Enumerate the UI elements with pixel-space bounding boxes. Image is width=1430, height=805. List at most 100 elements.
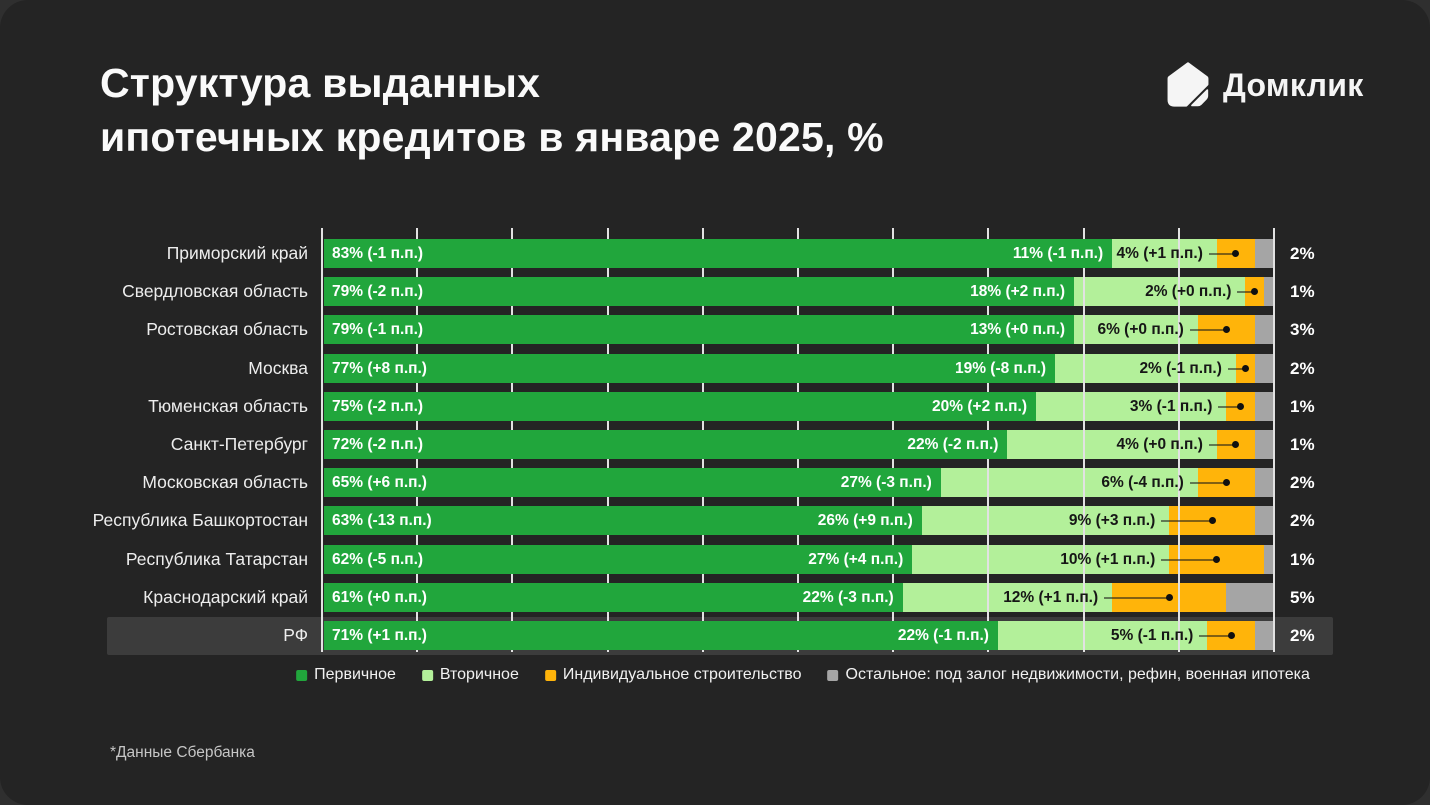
other-share-label: 1% [1290,550,1315,569]
bar-segment-other [1254,468,1274,497]
bar-segment-secondary [902,583,1113,612]
chart-row: Республика Башкортостан 63% (-13 п.п.) 26%… [93,506,1315,535]
bar-segment-secondary [912,545,1170,574]
bar-segment-secondary [940,468,1198,497]
segment-value-label: 4% (+0 п.п.) [1116,436,1203,453]
segment-value-label: 83% (-1 п.п.) [332,245,424,262]
segment-value-label: 27% (+4 п.п.) [808,551,904,568]
x-gridline [1082,228,1085,652]
leader-line [1161,559,1215,561]
bar-segment-other [1254,315,1274,344]
leader-dot [1232,250,1240,257]
chart-row: Краснодарский край 61% (+0 п.п.) 22% (-3 п… [143,583,1315,612]
mortgage-structure-chart: Приморский край 83% (-1 п.п.) 11% (-1 п.п.… [0,228,1430,669]
chart-row: Московская область 65% (+6 п.п.) 27% (-3 п… [142,468,1315,497]
segment-value-label: 9% (+3 п.п.) [1068,512,1156,529]
bar-segment-other [1254,506,1274,535]
chart-row: Тюменская область 75% (-2 п.п.) 20% (+2 п.… [148,392,1315,421]
segment-value-label: 62% (-5 п.п.) [332,551,424,568]
region-label: Тюменская область [148,396,308,416]
legend-swatch-primary [296,669,308,681]
leader-dot [1241,365,1249,372]
bar-segment-secondary [1007,430,1217,459]
bar-segment-primary [324,392,1036,421]
other-share-label: 2% [1290,244,1315,263]
bar-segment-primary [324,354,1056,383]
bar-segment-other [1254,621,1274,650]
legend-item-primary: Первичное [296,666,396,684]
segment-value-label: 65% (+6 п.п.) [332,474,427,491]
segment-value-label: 75% (-2 п.п.) [332,398,424,415]
bar-segment-primary [324,239,1113,268]
bar-segment-other [1226,583,1274,612]
legend-item-other: Остальное: под залог недвижимости, рефин… [827,666,1310,684]
chart-row: Ростовская область 79% (-1 п.п.) 13% (+0 п… [146,315,1315,344]
bar-segment-other [1254,354,1274,383]
leader-dot [1237,403,1245,410]
segment-value-label: 63% (-13 п.п.) [332,512,432,529]
legend-item-individual-construction: Индивидуальное строительство [544,666,802,684]
chart-legend: Первичное Вторичное Индивидуальное строите… [296,666,1310,684]
bar-segment-other [1264,277,1274,306]
bar-segment-primary [324,621,998,650]
leader-line [1218,406,1239,408]
segment-value-label: 71% (+1 п.п.) [332,627,427,644]
segment-value-label: 6% (-4 п.п.) [1101,474,1184,491]
region-label: Санкт-Петербург [170,434,308,454]
region-label: Москва [248,358,308,378]
other-share-label: 2% [1290,473,1315,492]
bar-segment-other [1264,545,1274,574]
legend-item-secondary: Вторичное [421,666,519,684]
segment-value-label: 6% (+0 п.п.) [1097,321,1184,338]
leader-dot [1227,632,1235,639]
leader-dot [1232,441,1240,448]
bar-segment-primary [324,315,1075,344]
leader-line [1237,291,1253,293]
segment-value-label: 10% (+1 п.п.) [1060,551,1156,568]
other-share-label: 2% [1290,511,1315,530]
leader-dot [1208,517,1216,524]
segment-value-label: 18% (+2 п.п.) [970,283,1066,300]
region-label: Республика Башкортостан [92,510,308,530]
region-label: Республика Татарстан [125,549,308,569]
segment-value-label: 22% (-2 п.п.) [907,436,999,453]
leader-dot [1222,479,1230,486]
region-label: Краснодарский край [143,587,308,607]
page-title: Структура выданных ипотечных кредитов в … [100,56,884,164]
bar-segment-primary [324,430,1008,459]
chart-row: Республика Татарстан 62% (-5 п.п.) 27% (+4… [126,545,1315,574]
other-share-label: 3% [1290,320,1315,339]
segment-value-label: 4% (+1 п.п.) [1116,245,1203,262]
segment-value-label: 79% (-2 п.п.) [332,283,424,300]
segment-value-label: 27% (-3 п.п.) [840,474,932,491]
region-label: Свердловская область [122,281,308,301]
chart-row: Москва 77% (+8 п.п.) 19% (-8 п.п.) 2% (-1 п… [248,354,1315,383]
leader-dot [1222,326,1230,333]
x-gridline [1273,228,1275,652]
bar-segment-other [1254,239,1274,268]
other-share-label: 2% [1290,359,1315,378]
bar-segment-other [1254,392,1274,421]
x-gridline [321,228,323,652]
legend-label: Остальное: под залог недвижимости, рефин… [845,666,1310,683]
segment-value-label: 19% (-8 п.п.) [954,360,1047,377]
legend-label: Вторичное [439,666,519,683]
segment-value-label: 22% (-1 п.п.) [897,627,989,644]
bar-segment-primary [324,277,1075,306]
bar-segment-primary [324,545,913,574]
other-share-label: 2% [1290,626,1315,645]
legend-swatch-individual-construction [544,669,556,681]
chart-plot: Приморский край 83% (-1 п.п.) 11% (-1 п.п.… [93,228,1333,655]
segment-value-label: 3% (-1 п.п.) [1129,398,1213,415]
leader-line [1208,444,1234,446]
bar-segment-secondary [1055,354,1236,383]
segment-value-label: 61% (+0 п.п.) [332,589,427,606]
x-gridline [1177,228,1180,652]
leader-line [1189,329,1225,331]
bar-segment-secondary [1074,315,1198,344]
segment-value-label: 13% (+0 п.п.) [970,321,1066,338]
segment-value-label: 79% (-1 п.п.) [332,321,424,338]
segment-value-label: 77% (+8 п.п.) [332,360,427,377]
chart-row: Санкт-Петербург 72% (-2 п.п.) 22% (-2 п.п.… [171,430,1315,459]
